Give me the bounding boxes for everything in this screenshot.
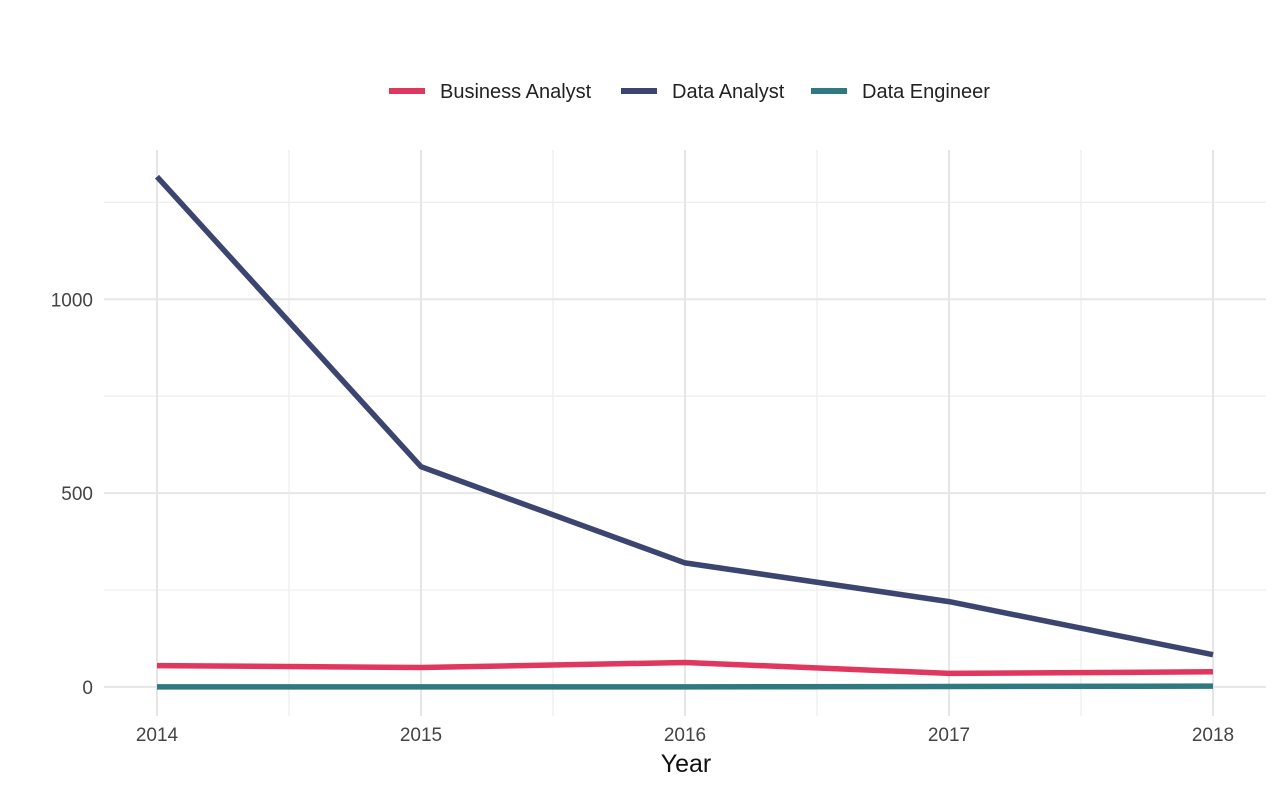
x-tick-label: 2018 — [1192, 725, 1234, 746]
x-tick-label: 2014 — [136, 725, 179, 746]
x-tick-label: 2016 — [664, 725, 706, 746]
series-lines — [154, 174, 1214, 690]
y-tick-label: 0 — [82, 678, 93, 699]
x-tick-label: 2017 — [928, 725, 970, 746]
legend-label-business-analyst: Business Analyst — [440, 81, 592, 103]
y-tick-label: 1000 — [51, 290, 93, 311]
series-line-business-analyst — [156, 659, 1214, 677]
tick-labels: 0 500 1000 2014 2015 2016 2017 2018 — [51, 290, 1234, 746]
x-tick-label: 2015 — [400, 725, 442, 746]
series-line-data-analyst — [154, 174, 1214, 658]
legend: Business Analyst Data Analyst Data Enginee… — [389, 81, 990, 103]
y-tick-label: 500 — [61, 484, 93, 505]
legend-label-data-engineer: Data Engineer — [862, 81, 990, 103]
legend-label-data-analyst: Data Analyst — [672, 81, 785, 103]
x-axis-title: Year — [661, 750, 712, 778]
series-line-data-engineer — [157, 683, 1214, 690]
grid-lines — [104, 150, 1266, 716]
